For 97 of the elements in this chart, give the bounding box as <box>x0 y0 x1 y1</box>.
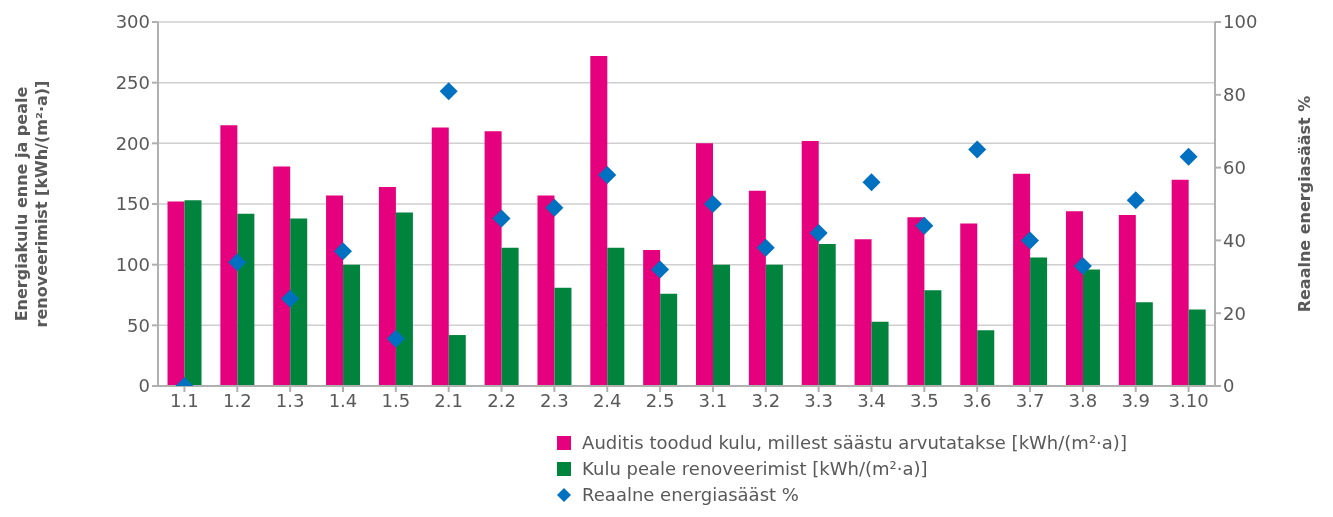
x-tick-label: 3.10 <box>1168 389 1209 411</box>
point <box>756 238 775 257</box>
bar <box>818 244 836 386</box>
legend-label: Auditis toodud kulu, millest säästu arvutatakse [kWh/(m²·a)] <box>582 431 1127 455</box>
bar <box>220 125 238 386</box>
point <box>1179 147 1198 166</box>
bar <box>977 330 995 386</box>
legend-label: Kulu peale renoveerimist [kWh/(m²·a)] <box>582 457 928 481</box>
x-tick-label: 3.2 <box>751 389 781 411</box>
y-tick-label: 0 <box>138 375 150 397</box>
bar <box>484 131 502 386</box>
point <box>228 253 247 272</box>
x-tick-label: 3.4 <box>857 389 886 411</box>
y-axis-title: Energiakulu enne ja peale renoveerimist [kWh/(m²·a)] <box>12 80 51 328</box>
bar <box>184 200 202 386</box>
x-tick-label: 3.3 <box>804 389 833 411</box>
bar <box>907 217 925 386</box>
point <box>545 198 564 217</box>
legend-label: Reaalne energiasääst % <box>582 483 799 507</box>
bar <box>960 223 978 386</box>
x-tick-label: 3.7 <box>1015 389 1045 411</box>
x-tick-label: 1.4 <box>328 389 358 411</box>
y2-tick-label: 20 <box>1223 302 1246 324</box>
x-tick-label: 1.2 <box>222 389 252 411</box>
bar <box>660 293 678 386</box>
bar <box>1013 173 1031 386</box>
bar <box>378 187 396 386</box>
bar <box>395 212 413 386</box>
x-tick-label: 2.1 <box>434 389 463 411</box>
y2-tick-label: 80 <box>1223 84 1246 106</box>
y-tick-label: 100 <box>115 254 150 276</box>
bar <box>696 143 714 386</box>
bar <box>501 247 519 386</box>
x-tick-label: 3.1 <box>698 389 728 411</box>
y2-tick-label: 40 <box>1223 229 1246 251</box>
bar <box>643 250 661 386</box>
bar <box>607 247 625 386</box>
bar <box>343 264 361 386</box>
point <box>333 242 352 261</box>
bar <box>1118 214 1136 386</box>
point <box>386 329 405 348</box>
x-tick-label: 1.1 <box>170 389 199 411</box>
point <box>915 216 934 235</box>
bar <box>765 264 783 386</box>
point <box>809 224 828 243</box>
y-tick-label: 150 <box>115 193 150 215</box>
point <box>1021 231 1040 250</box>
bar <box>1030 257 1048 386</box>
bar <box>1065 211 1083 386</box>
bar <box>1171 179 1189 386</box>
bar <box>326 195 344 386</box>
y-tick-label: 300 <box>115 11 150 33</box>
point <box>968 140 987 159</box>
point <box>598 165 617 184</box>
x-tick-label: 1.3 <box>275 389 305 411</box>
x-tick-label: 2.4 <box>592 389 622 411</box>
point <box>439 82 458 101</box>
bar <box>167 201 185 386</box>
bar <box>273 166 291 386</box>
y2-tick-label: 100 <box>1223 11 1258 33</box>
point <box>281 289 300 308</box>
bar <box>924 290 942 386</box>
point <box>492 209 511 228</box>
y-tick-label: 250 <box>115 72 150 94</box>
bar <box>537 195 555 386</box>
point <box>1126 191 1145 210</box>
bar <box>554 287 572 386</box>
x-tick-label: 3.6 <box>962 389 992 411</box>
bar <box>448 335 466 386</box>
point <box>862 173 881 192</box>
y2-axis-title: Reaalne energiasääst % <box>1295 95 1314 313</box>
bar <box>1135 302 1153 386</box>
x-tick-label: 2.5 <box>645 389 675 411</box>
bar <box>748 190 766 386</box>
point <box>703 195 722 213</box>
bar <box>1082 269 1100 386</box>
x-tick-label: 3.9 <box>1121 389 1151 411</box>
y2-tick-label: 0 <box>1223 375 1235 397</box>
bar <box>290 218 308 386</box>
bar <box>1188 309 1206 386</box>
bar <box>237 213 255 386</box>
point <box>1073 256 1092 275</box>
x-tick-label: 3.8 <box>1068 389 1098 411</box>
x-tick-label: 2.2 <box>487 389 516 411</box>
bar <box>801 140 819 386</box>
bar <box>854 239 872 386</box>
bar <box>713 264 731 386</box>
x-tick-label: 2.3 <box>540 389 569 411</box>
y-tick-label: 50 <box>127 314 150 336</box>
x-tick-label: 1.5 <box>381 389 411 411</box>
point <box>651 260 670 279</box>
y-tick-label: 200 <box>115 132 150 154</box>
bar <box>871 321 889 386</box>
x-tick-label: 3.5 <box>910 389 939 411</box>
bar <box>431 127 449 386</box>
bar <box>590 55 608 386</box>
y2-tick-label: 60 <box>1223 156 1246 178</box>
